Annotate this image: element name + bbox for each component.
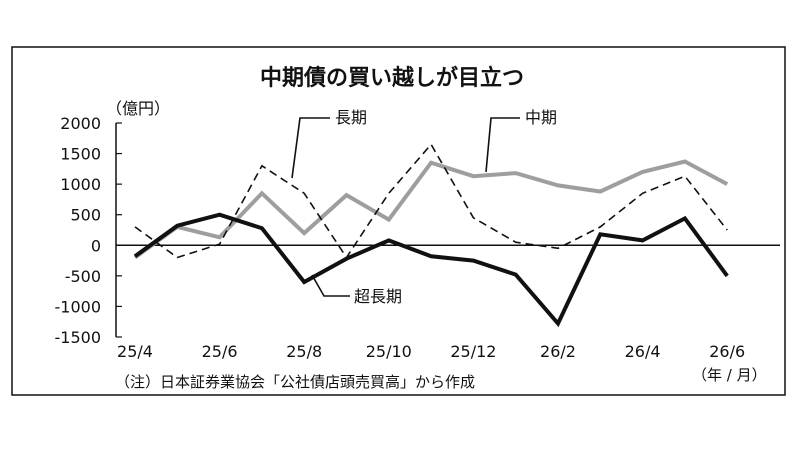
axes: 2000 1500 1000 500 0 -500 -1000 -1500 25/4 25/6 25…	[55, 114, 780, 361]
series-layer	[133, 143, 729, 328]
x-tick-label: 26/6	[709, 342, 745, 361]
series-leader-0	[291, 117, 330, 179]
series-line-1	[133, 159, 729, 260]
x-tick-label: 25/12	[450, 342, 496, 361]
x-tick-label: 25/10	[366, 342, 412, 361]
series-line-2	[133, 212, 729, 328]
x-tick-label: 25/8	[286, 342, 322, 361]
x-tick-label: 26/4	[625, 342, 661, 361]
series-label-0: 長期	[335, 108, 367, 127]
series-label-1: 中期	[525, 108, 557, 127]
x-tick-label: 25/6	[202, 342, 238, 361]
y-unit-label: （億円）	[106, 99, 170, 118]
x-tick-label: 26/2	[540, 342, 576, 361]
x-unit-label: （年 / 月）	[692, 366, 767, 384]
series-leader-1	[485, 117, 520, 173]
y-tick-label: -1500	[55, 328, 102, 347]
series-leader-2	[311, 274, 350, 297]
chart-title: 中期債の買い越しが目立つ	[260, 65, 524, 91]
chart-frame	[11, 46, 786, 396]
y-tick-label: -1000	[55, 297, 102, 316]
y-tick-label: 2000	[60, 114, 101, 133]
y-tick-label: 0	[91, 236, 101, 255]
x-tick-label: 25/4	[117, 342, 153, 361]
y-tick-label: 1000	[60, 175, 101, 194]
y-tick-label: -500	[65, 267, 101, 286]
y-tick-label: 1500	[60, 145, 101, 164]
series-label-2: 超長期	[354, 287, 402, 306]
y-tick-label: 500	[70, 206, 101, 225]
source-note: （注）日本証券業協会「公社債店頭売買高」から作成	[115, 373, 475, 391]
